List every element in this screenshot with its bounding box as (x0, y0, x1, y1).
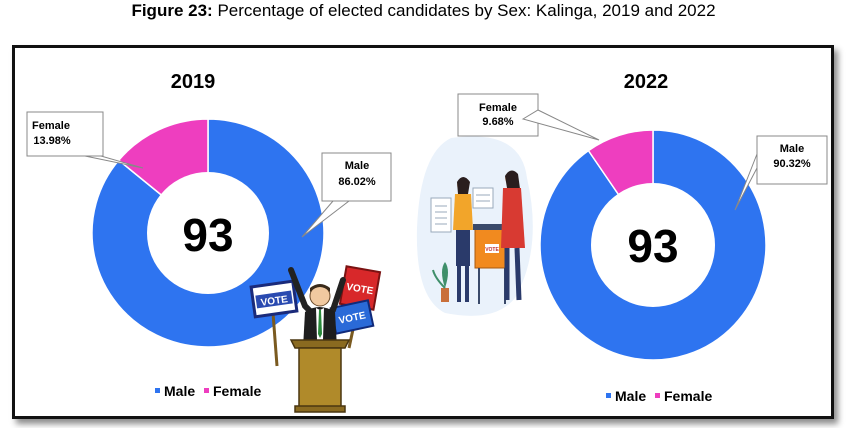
data-label-value-male-2019: 86.02% (338, 176, 376, 188)
ballot-box-illustration: VOTE (416, 136, 533, 316)
vote-sign-icon: VOTE (249, 279, 299, 367)
data-label-name-male-2022: Male (780, 143, 804, 155)
data-label-value-female-2019: 13.98% (33, 135, 71, 147)
data-label-value-female-2022: 9.68% (482, 116, 513, 128)
chart-svg: 2019 93 Female 13.98% Male 86.02% Male F… (26, 71, 828, 413)
data-label-name-male-2019: Male (345, 160, 369, 172)
donut-hole-2022 (591, 183, 715, 307)
callout-male-2019: Male 86.02% (301, 152, 392, 238)
legend-2019: Male Female (155, 383, 261, 399)
vote-sign-text-2: VOTE (345, 282, 374, 298)
vote-sign-text-1: VOTE (260, 294, 289, 309)
ballot-box-text: VOTE (485, 247, 499, 253)
callout-female-2019: Female 13.98% (26, 111, 144, 169)
chart-title-2022: 2022 (624, 71, 669, 93)
legend-swatch-male-2019 (155, 388, 160, 393)
data-label-value-male-2022: 90.32% (773, 158, 811, 170)
chart-2022: 2022 93 Female 9.68% Male 90.32% Male Fe… (457, 71, 828, 404)
legend-female-2022: Female (664, 388, 712, 404)
legend-2022: Male Female (606, 388, 712, 404)
callout-female-2022: Female 9.68% (457, 93, 600, 141)
center-label-2022: 93 (627, 220, 678, 272)
chart-frame: 2019 93 Female 13.98% Male 86.02% Male F… (12, 45, 834, 419)
legend-swatch-female-2022 (655, 393, 660, 398)
data-label-name-female-2019: Female (32, 120, 70, 132)
figure-label: Figure 23: (131, 1, 213, 20)
callout-male-2022: Male 90.32% (734, 135, 828, 211)
legend-male-2019: Male (164, 383, 195, 399)
center-label-2019: 93 (182, 209, 233, 261)
chart-title-2019: 2019 (171, 71, 216, 93)
data-label-name-female-2022: Female (479, 102, 517, 114)
figure-caption: Percentage of elected candidates by Sex:… (217, 1, 716, 20)
donut-hole-2019 (147, 172, 269, 294)
vote-sign-icon: VOTE VOTE (329, 265, 382, 349)
legend-female-2019: Female (213, 383, 261, 399)
legend-swatch-male-2022 (606, 393, 611, 398)
candidate-podium-illustration: VOTE VOTE VOTE (249, 265, 382, 413)
chart-2019: 2019 93 Female 13.98% Male 86.02% Male F… (26, 71, 392, 399)
legend-swatch-female-2019 (204, 388, 209, 393)
figure-title: Figure 23: Percentage of elected candida… (0, 0, 847, 22)
legend-male-2022: Male (615, 388, 646, 404)
